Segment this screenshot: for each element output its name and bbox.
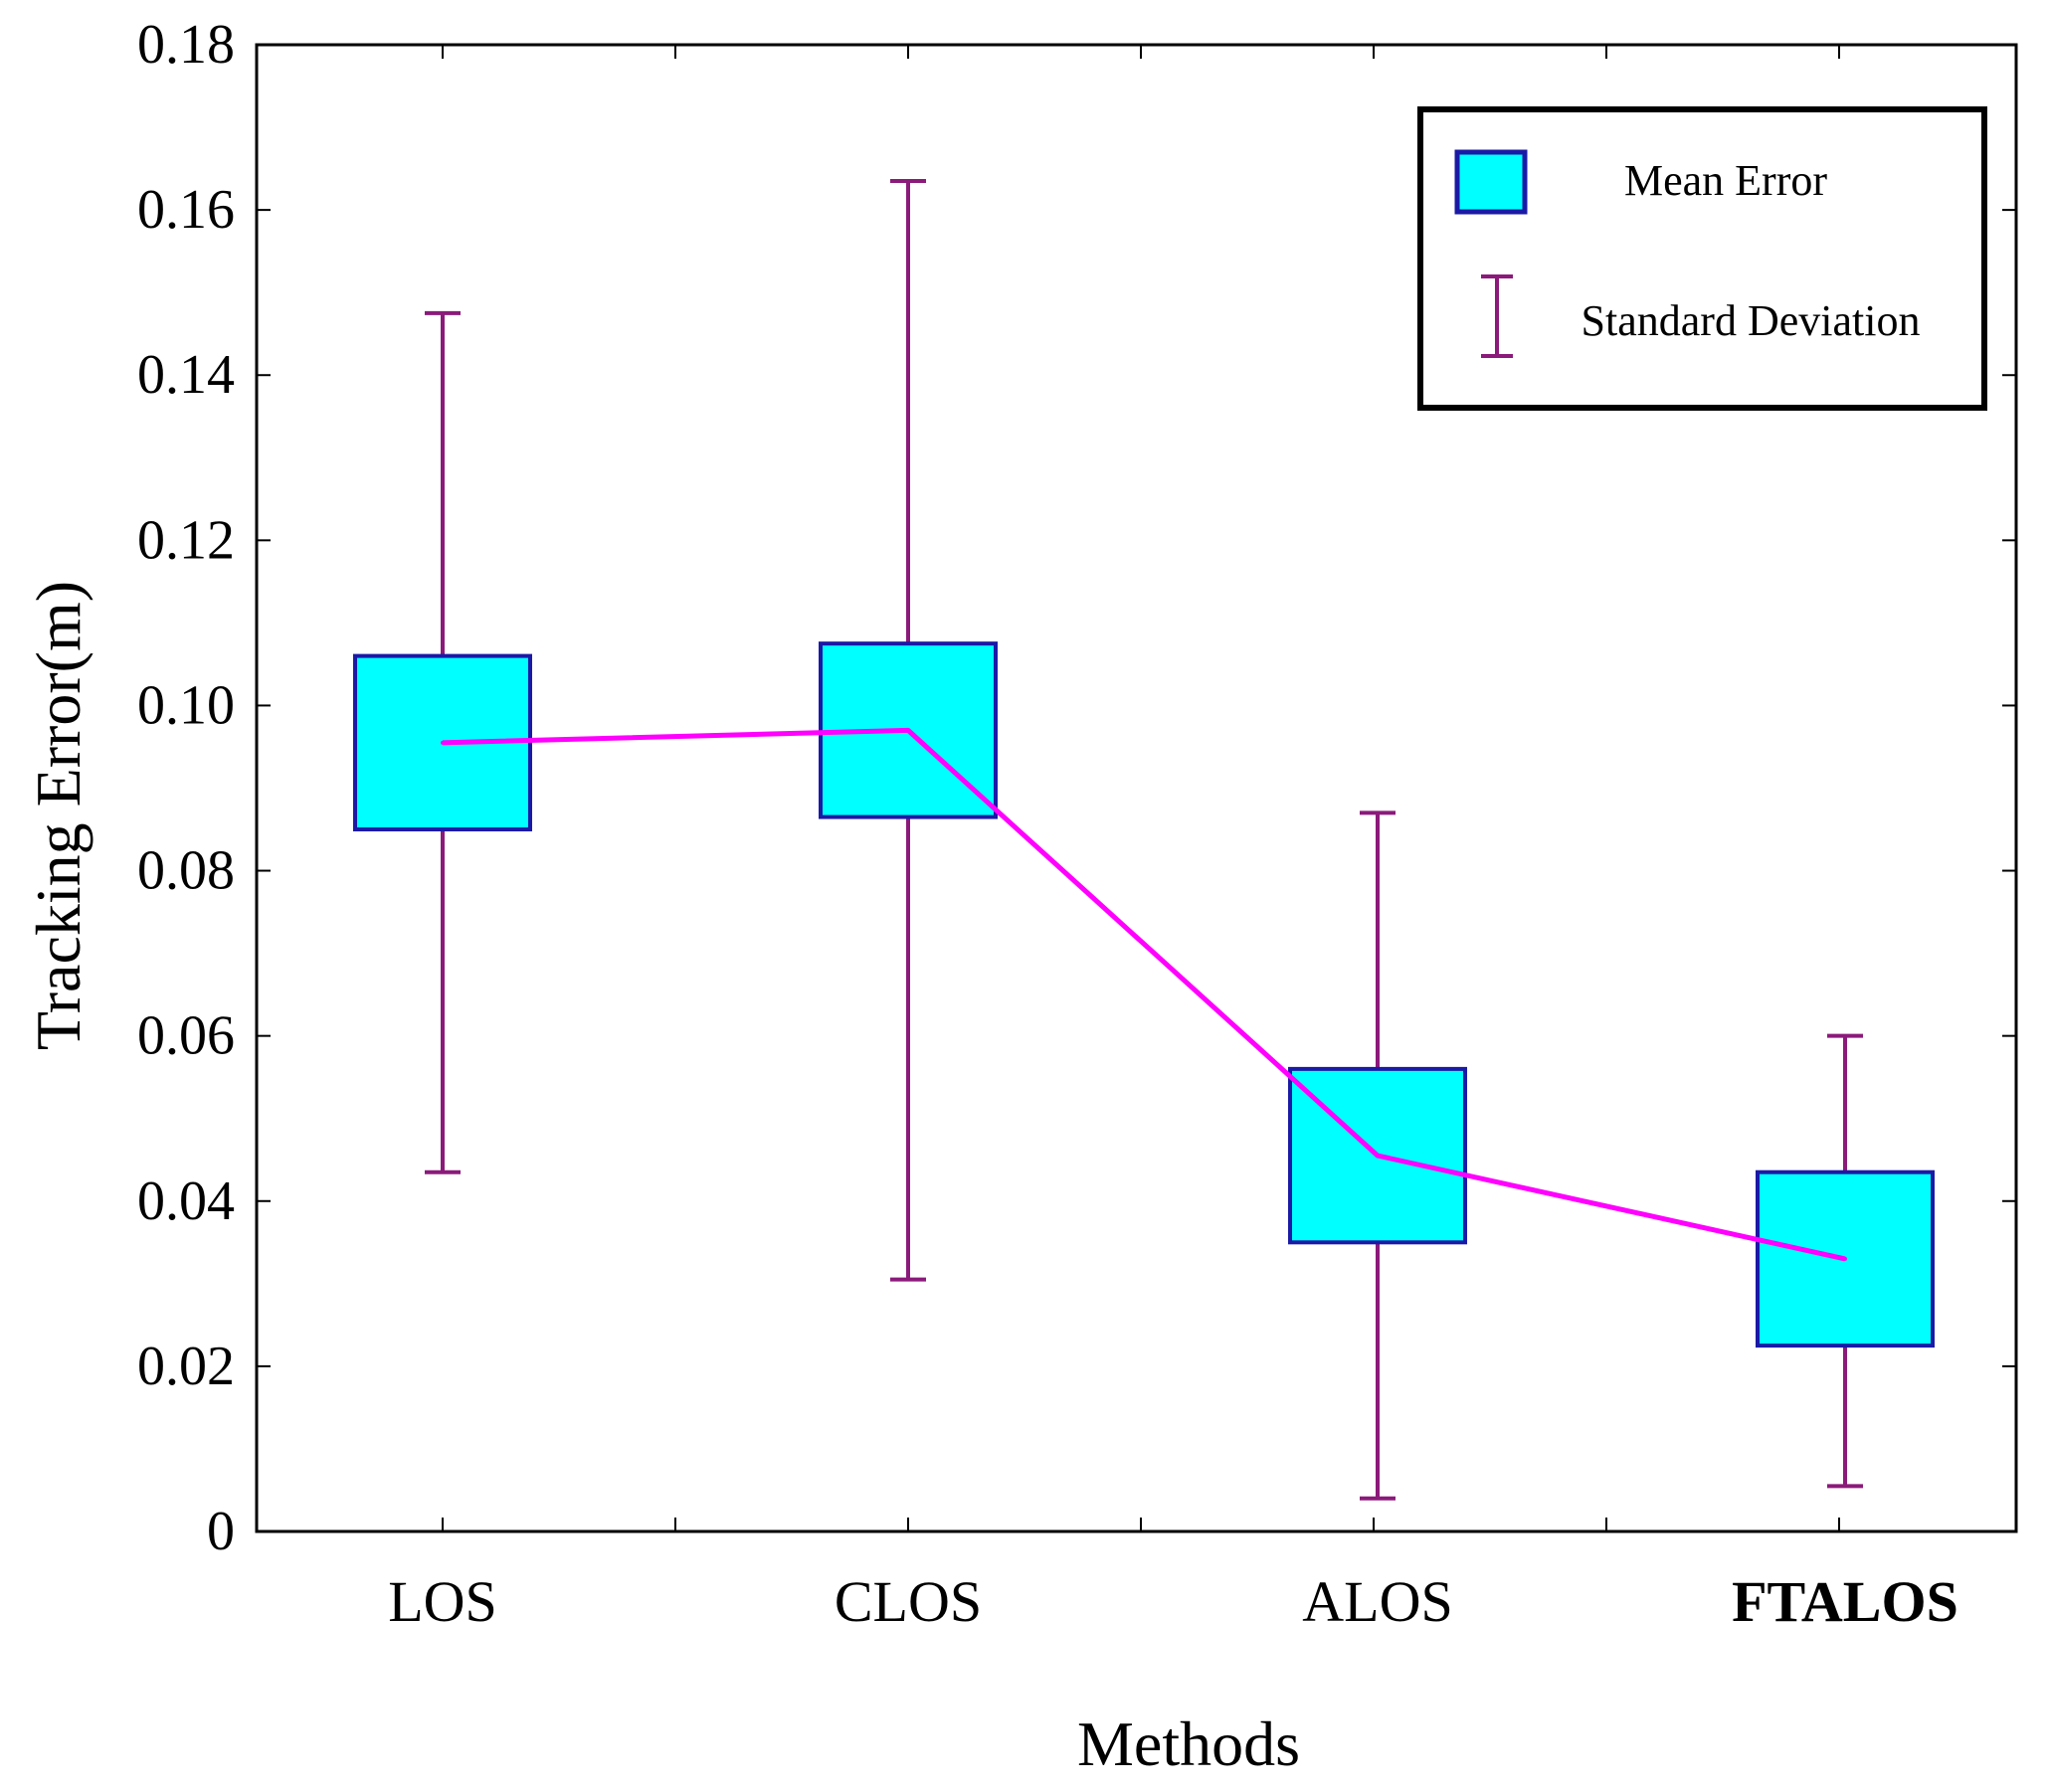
y-tick-label: 0.08: [137, 840, 235, 902]
legend-mean-error-label: Mean Error: [1624, 156, 1827, 205]
y-tick-label: 0.12: [137, 509, 235, 571]
y-tick-label: 0: [207, 1501, 235, 1562]
y-tick-label: 0.18: [137, 14, 235, 76]
y-tick-label: 0.06: [137, 1005, 235, 1067]
x-axis-title: Methods: [1077, 1708, 1300, 1779]
y-tick-label: 0.10: [137, 674, 235, 736]
mean-point-clos: [906, 728, 910, 733]
legend-std-dev-symbol: [1481, 274, 1513, 358]
x-tick-label-ftalos: FTALOS: [1732, 1569, 1958, 1634]
x-tick-label-los: LOS: [388, 1569, 497, 1634]
legend-std-dev-label: Standard Deviation: [1582, 296, 1921, 345]
mean-line-group: [441, 727, 1847, 1262]
mean-point-ftalos: [1843, 1256, 1847, 1261]
y-axis: 0 0.02 0.04 0.06 0.08 0.10 0.12 0.14 0.16 0.18: [137, 14, 2016, 1562]
mean-point-los: [441, 740, 445, 745]
x-tick-label-clos: CLOS: [835, 1569, 982, 1634]
legend-mean-error-swatch: [1454, 149, 1528, 215]
x-tick-label-alos: ALOS: [1302, 1569, 1452, 1634]
box-group: [353, 641, 1935, 1348]
mean-error-line: [442, 727, 1846, 1262]
x-axis: LOS CLOS ALOS FTALOS: [388, 45, 1958, 1634]
y-tick-label: 0.16: [137, 179, 235, 241]
plot-frame: [255, 43, 2018, 1533]
y-tick-label: 0.02: [137, 1336, 235, 1397]
y-tick-label: 0.04: [137, 1170, 235, 1232]
y-tick-label: 0.14: [137, 344, 235, 406]
legend: Mean Error Standard Deviation: [1417, 106, 1987, 411]
mean-point-alos: [1376, 1154, 1380, 1159]
y-axis-title: Tracking Error(m): [23, 581, 93, 1050]
